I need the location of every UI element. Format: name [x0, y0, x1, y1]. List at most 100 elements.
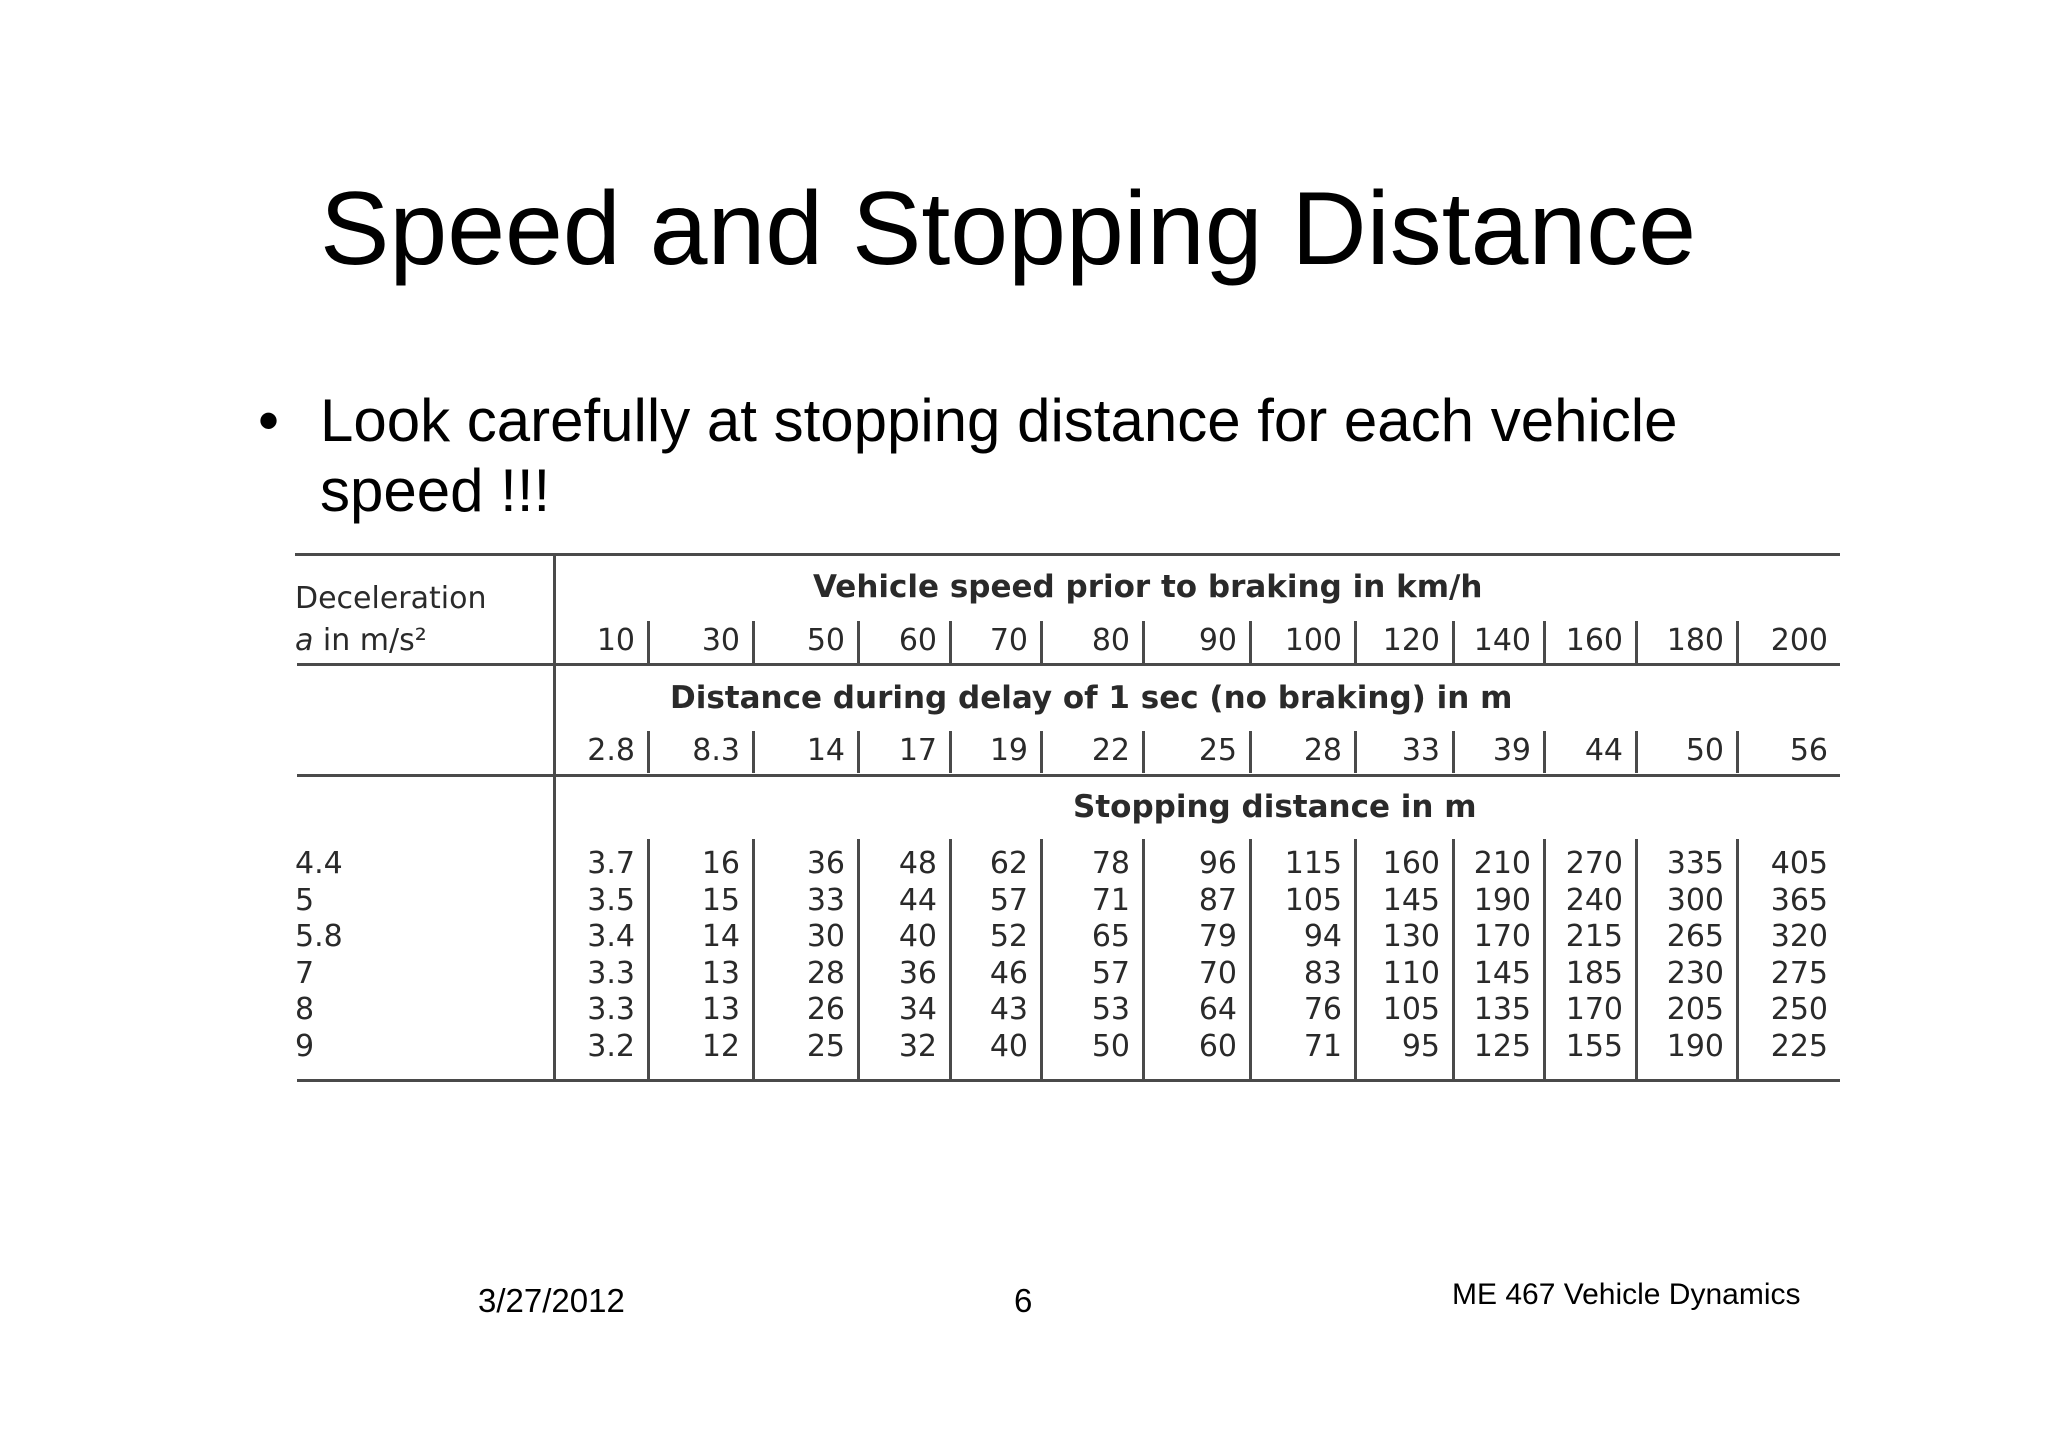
stopping-cell: 25: [806, 1028, 845, 1064]
delay-cell: 33: [1401, 733, 1440, 768]
stopping-cell: 78: [1091, 846, 1130, 881]
delay-cell: 28: [1303, 733, 1342, 768]
stopping-cell: 43: [989, 992, 1028, 1027]
stopping-cell: 50: [1091, 1028, 1130, 1064]
column-separator: [752, 731, 755, 773]
delay-cell: 19: [989, 733, 1028, 768]
column-separator: [1452, 731, 1455, 773]
stopping-cell: 335: [1666, 846, 1724, 881]
stopping-cell: 14: [701, 919, 740, 954]
speed-cell: 120: [1382, 623, 1440, 658]
stopping-cell: 33: [806, 882, 845, 918]
column-separator: [752, 621, 755, 663]
stopping-cell: 190: [1666, 1028, 1724, 1064]
speed-cell: 80: [1091, 623, 1130, 658]
stopping-cell: 170: [1565, 992, 1623, 1027]
stopping-cell: 365: [1770, 882, 1828, 918]
delay-cell: 8.3: [692, 733, 740, 768]
column-separator: [1543, 621, 1546, 663]
column-separator: [1249, 839, 1252, 1079]
stopping-cell: 145: [1382, 882, 1440, 918]
delay-cell: 44: [1584, 733, 1623, 768]
stopping-cell: 57: [1091, 955, 1130, 991]
stopping-cell: 96: [1198, 846, 1237, 881]
stopping-cell: 30: [806, 919, 845, 954]
deceleration-cell: 9: [295, 1028, 315, 1064]
stopping-cell: 94: [1303, 919, 1342, 954]
stopping-cell: 265: [1666, 919, 1724, 954]
stopping-cell: 3.5: [587, 882, 635, 918]
delay-cell: 56: [1789, 733, 1828, 768]
column-separator: [1736, 621, 1739, 663]
column-separator: [1543, 731, 1546, 773]
stopping-cell: 83: [1303, 955, 1342, 991]
stopping-cell: 79: [1198, 919, 1237, 954]
stopping-cell: 205: [1666, 992, 1724, 1027]
stopping-cell: 130: [1382, 919, 1440, 954]
stopping-cell: 48: [898, 846, 937, 881]
stopping-cell: 40: [989, 1028, 1028, 1064]
stopping-cell: 36: [898, 955, 937, 991]
column-separator: [949, 731, 952, 773]
stopping-cell: 13: [701, 955, 740, 991]
stopping-cell: 76: [1303, 992, 1342, 1027]
stopping-cell: 3.3: [587, 955, 635, 991]
deceleration-cell: 4.4: [295, 846, 343, 881]
stopping-cell: 240: [1565, 882, 1623, 918]
stopping-cell: 95: [1401, 1028, 1440, 1064]
delay-cell: 50: [1685, 733, 1724, 768]
stopping-cell: 190: [1473, 882, 1531, 918]
stopping-cell: 215: [1565, 919, 1623, 954]
stopping-cell: 155: [1565, 1028, 1623, 1064]
column-separator: [949, 621, 952, 663]
speed-cell: 140: [1473, 623, 1531, 658]
stopping-cell: 26: [806, 992, 845, 1027]
row-header-label: Deceleration: [295, 581, 487, 616]
stopping-cell: 210: [1473, 846, 1531, 881]
stopping-cell: 3.4: [587, 919, 635, 954]
column-separator: [1142, 839, 1145, 1079]
deceleration-cell: 5.8: [295, 919, 343, 954]
speed-cell: 180: [1666, 623, 1724, 658]
column-separator: [1040, 839, 1043, 1079]
stopping-cell: 70: [1198, 955, 1237, 991]
stopping-cell: 300: [1666, 882, 1724, 918]
stopping-cell: 13: [701, 992, 740, 1027]
table-rule: [297, 1079, 1840, 1082]
column-separator: [1452, 839, 1455, 1079]
table-divider: [553, 553, 556, 1081]
column-separator: [1635, 839, 1638, 1079]
deceleration-cell: 7: [295, 955, 315, 991]
column-separator: [1142, 731, 1145, 773]
stopping-cell: 105: [1382, 992, 1440, 1027]
column-separator: [1040, 731, 1043, 773]
column-separator: [1142, 621, 1145, 663]
column-separator: [1354, 839, 1357, 1079]
row-header-symbol: a: [295, 623, 314, 658]
column-separator: [1736, 839, 1739, 1079]
stopping-cell: 270: [1565, 846, 1623, 881]
stopping-cell: 105: [1284, 882, 1342, 918]
column-separator: [857, 621, 860, 663]
stopping-cell: 115: [1284, 846, 1342, 881]
stopping-distance-table: Deceleration a in m/s² Vehicle speed pri…: [295, 553, 1840, 1083]
stopping-cell: 110: [1382, 955, 1440, 991]
stopping-cell: 57: [989, 882, 1028, 918]
speed-cell: 60: [898, 623, 937, 658]
speed-cell: 200: [1770, 623, 1828, 658]
stopping-cell: 53: [1091, 992, 1130, 1027]
column-separator: [1249, 731, 1252, 773]
stopping-cell: 36: [806, 846, 845, 881]
bullet-text: Look carefully at stopping distance for …: [320, 387, 1678, 524]
stopping-cell: 3.7: [587, 846, 635, 881]
stopping-cell: 71: [1091, 882, 1130, 918]
stopping-cell: 46: [989, 955, 1028, 991]
stopping-cell: 320: [1770, 919, 1828, 954]
stopping-cell: 71: [1303, 1028, 1342, 1064]
delay-cell: 2.8: [587, 733, 635, 768]
stopping-cell: 3.3: [587, 992, 635, 1027]
speed-cell: 100: [1284, 623, 1342, 658]
column-separator: [1249, 621, 1252, 663]
table-rule: [297, 774, 1840, 777]
column-separator: [857, 839, 860, 1079]
